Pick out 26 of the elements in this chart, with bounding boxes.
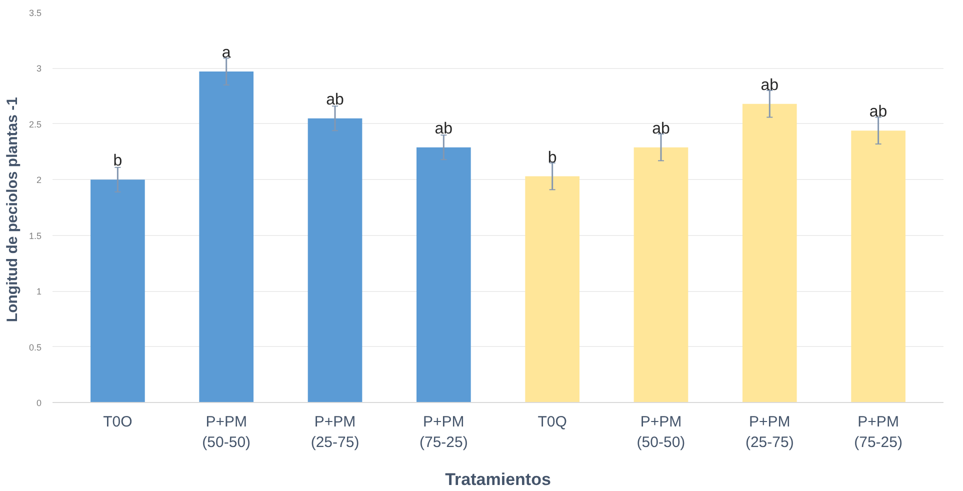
data-label: a	[222, 44, 231, 62]
x-tick-label: P+PM (75-25)	[854, 414, 902, 451]
data-label: b	[113, 152, 122, 170]
y-tick-label: 0.5	[28, 342, 42, 352]
y-tick-label: 3.5	[28, 8, 42, 18]
x-tick-label: P+PM (25-75)	[745, 414, 794, 451]
y-tick-label: 2	[36, 175, 42, 186]
data-label: b	[548, 149, 557, 166]
y-tick-label: 0	[36, 398, 42, 408]
data-label: ab	[869, 104, 888, 121]
y-tick-label: 1.5	[28, 230, 42, 241]
data-label: ab	[326, 91, 344, 108]
x-tick-label: T0Q	[538, 414, 567, 430]
y-tick-label: 1	[36, 286, 42, 297]
x-tick-label: P+PM (50-50)	[202, 414, 251, 451]
y-tick-label: 2.5	[28, 119, 42, 130]
x-axis-title: Tratamientos	[445, 470, 551, 489]
data-label: ab	[652, 120, 670, 138]
x-tick-label: P+PM (75-25)	[419, 414, 468, 451]
y-axis-title: Longitud de peciolos plantas -1	[4, 97, 21, 322]
x-tick-label: T0O	[103, 414, 132, 430]
x-tick-label: P+PM (50-50)	[636, 414, 686, 451]
y-tick-label: 3	[36, 64, 42, 74]
x-tick-label: P+PM (25-75)	[310, 414, 360, 451]
data-label: ab	[434, 120, 453, 138]
data-label: ab	[760, 76, 779, 94]
